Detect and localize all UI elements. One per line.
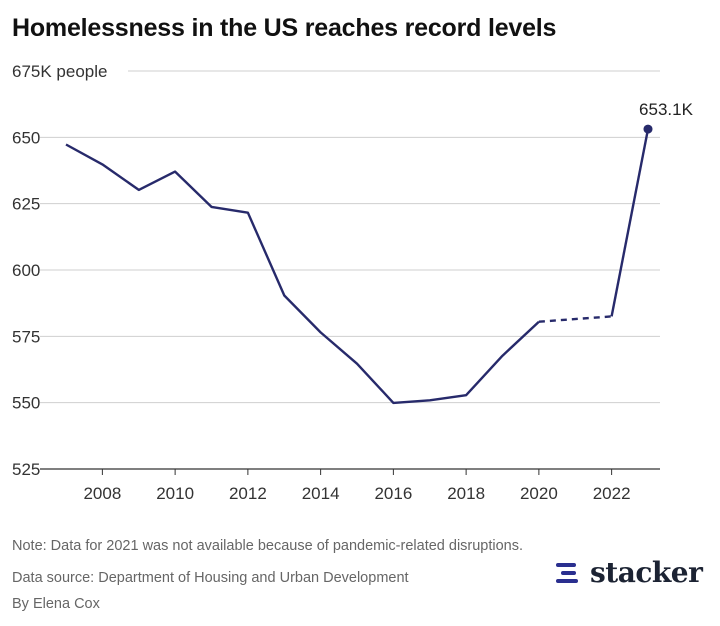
x-tick-label: 2014 [302,484,340,503]
x-tick-label: 2012 [229,484,267,503]
y-tick-label: 650 [12,128,40,147]
y-tick-label: 675K people [12,62,107,81]
y-tick-label: 625 [12,195,40,214]
series-line-segment [610,128,650,317]
series-line-dashed-gap [538,315,612,323]
y-tick-label: 575 [12,327,40,346]
series-line-segment [65,143,540,405]
byline: By Elena Cox [12,596,100,612]
y-tick-label: 600 [12,261,40,280]
annotations: 653.1K [639,100,694,119]
x-tick-label: 2020 [520,484,558,503]
x-tick-label: 2008 [83,484,121,503]
footnote: Note: Data for 2021 was not available be… [12,538,524,554]
stacker-brand[interactable]: stacker [556,556,703,589]
brand-name: stacker [590,556,703,589]
x-tick-label: 2016 [374,484,412,503]
data-source: Data source: Department of Housing and U… [12,570,409,586]
stacker-logo-icon [556,561,582,585]
chart-title: Homelessness in the US reaches record le… [12,14,557,42]
y-tick-label: 525 [12,460,40,479]
gridlines [40,70,660,470]
y-axis-tick-labels: 525 550 575 600 625 650 675K people [12,62,107,479]
x-axis-tick-labels: 2008 2010 2012 2014 2016 2018 2020 2022 [83,469,631,503]
y-tick-label: 550 [12,394,40,413]
x-tick-label: 2022 [593,484,631,503]
endpoint-value-label: 653.1K [639,100,694,119]
endpoint-marker [643,124,653,134]
x-tick-label: 2018 [447,484,485,503]
x-tick-label: 2010 [156,484,194,503]
series-line [65,124,653,405]
